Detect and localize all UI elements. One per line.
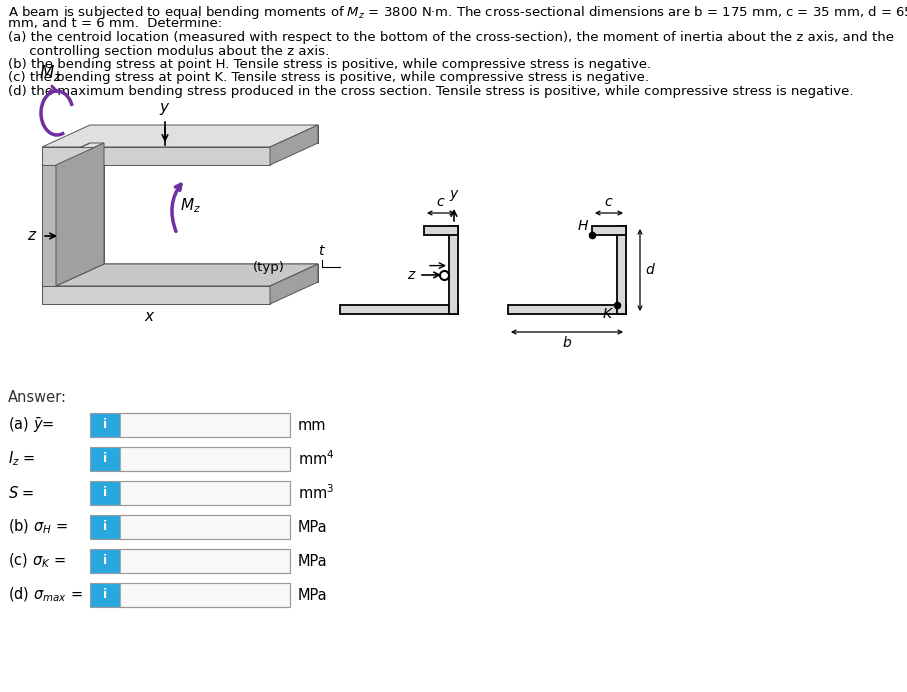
Bar — [592, 226, 626, 235]
Bar — [508, 305, 626, 314]
Text: $x$: $x$ — [144, 309, 156, 324]
Text: $b$: $b$ — [562, 335, 572, 350]
Polygon shape — [42, 165, 56, 286]
Text: A beam is subjected to equal bending moments of $M_z$ = 3800 N·m. The cross-sect: A beam is subjected to equal bending mom… — [8, 4, 907, 21]
Polygon shape — [42, 264, 90, 286]
Polygon shape — [42, 264, 318, 286]
Bar — [120, 549, 290, 573]
Polygon shape — [42, 147, 270, 165]
Text: $S$ =: $S$ = — [8, 485, 34, 501]
Bar — [90, 515, 120, 539]
Text: (a) $\bar{y}$=: (a) $\bar{y}$= — [8, 415, 54, 435]
Text: $M_z$: $M_z$ — [180, 197, 201, 215]
Text: $z$: $z$ — [407, 268, 417, 282]
Bar — [617, 226, 626, 314]
Polygon shape — [90, 125, 318, 143]
Bar — [120, 447, 290, 471]
Bar — [90, 413, 290, 437]
Text: $d$: $d$ — [645, 262, 656, 277]
Bar — [90, 549, 290, 573]
Text: (c) the bending stress at point K. Tensile stress is positive, while compressive: (c) the bending stress at point K. Tensi… — [8, 71, 649, 84]
Text: Answer:: Answer: — [8, 390, 67, 405]
Bar — [449, 226, 458, 314]
Polygon shape — [56, 143, 104, 286]
Polygon shape — [90, 143, 104, 264]
Bar — [90, 583, 290, 607]
Text: (b) $\sigma_H$ =: (b) $\sigma_H$ = — [8, 518, 68, 536]
Text: $t$: $t$ — [318, 244, 326, 257]
Text: controlling section modulus about the z axis.: controlling section modulus about the z … — [8, 44, 329, 57]
Bar — [90, 549, 120, 573]
Polygon shape — [270, 125, 318, 165]
Bar — [90, 447, 290, 471]
Bar — [340, 305, 458, 314]
Text: mm: mm — [298, 417, 327, 432]
Text: (d) the maximum bending stress produced in the cross section. Tensile stress is : (d) the maximum bending stress produced … — [8, 85, 853, 98]
Bar — [90, 481, 120, 505]
Text: mm$^3$: mm$^3$ — [298, 484, 335, 502]
Bar — [120, 481, 290, 505]
Text: MPa: MPa — [298, 588, 327, 603]
Text: $y$: $y$ — [160, 101, 171, 117]
Text: $H$: $H$ — [577, 219, 589, 233]
Text: $z$: $z$ — [26, 228, 37, 244]
Text: mm$^4$: mm$^4$ — [298, 450, 335, 468]
Text: $c$: $c$ — [436, 195, 445, 209]
Text: i: i — [102, 588, 107, 601]
Text: i: i — [102, 486, 107, 500]
Text: mm, and t = 6 mm.  Determine:: mm, and t = 6 mm. Determine: — [8, 17, 222, 30]
Text: MPa: MPa — [298, 520, 327, 534]
Polygon shape — [42, 286, 270, 304]
Polygon shape — [42, 125, 318, 147]
Text: (d) $\sigma_{max}$ =: (d) $\sigma_{max}$ = — [8, 586, 83, 604]
Bar — [120, 583, 290, 607]
Text: $K$: $K$ — [602, 307, 614, 321]
Bar — [90, 583, 120, 607]
Text: (a) the centroid location (measured with respect to the bottom of the cross-sect: (a) the centroid location (measured with… — [8, 31, 894, 44]
Text: MPa: MPa — [298, 554, 327, 569]
Text: $c$: $c$ — [604, 195, 614, 209]
Text: i: i — [102, 419, 107, 432]
Bar — [120, 413, 290, 437]
Bar — [90, 481, 290, 505]
Polygon shape — [270, 264, 318, 304]
Text: $M_z$: $M_z$ — [39, 63, 62, 83]
Bar — [90, 515, 290, 539]
Polygon shape — [90, 264, 318, 282]
Polygon shape — [42, 143, 104, 165]
Text: (c) $\sigma_K$ =: (c) $\sigma_K$ = — [8, 552, 66, 570]
Text: i: i — [102, 520, 107, 534]
Polygon shape — [56, 264, 318, 286]
Text: i: i — [102, 453, 107, 466]
Polygon shape — [42, 143, 90, 165]
Bar — [424, 226, 458, 235]
Text: $y$: $y$ — [449, 188, 459, 203]
Bar — [120, 515, 290, 539]
Text: (b) the bending stress at point H. Tensile stress is positive, while compressive: (b) the bending stress at point H. Tensi… — [8, 58, 651, 71]
Bar — [90, 447, 120, 471]
Text: $I_z$ =: $I_z$ = — [8, 450, 35, 468]
Bar — [90, 413, 120, 437]
Text: (typ): (typ) — [253, 261, 285, 274]
Text: i: i — [102, 554, 107, 567]
